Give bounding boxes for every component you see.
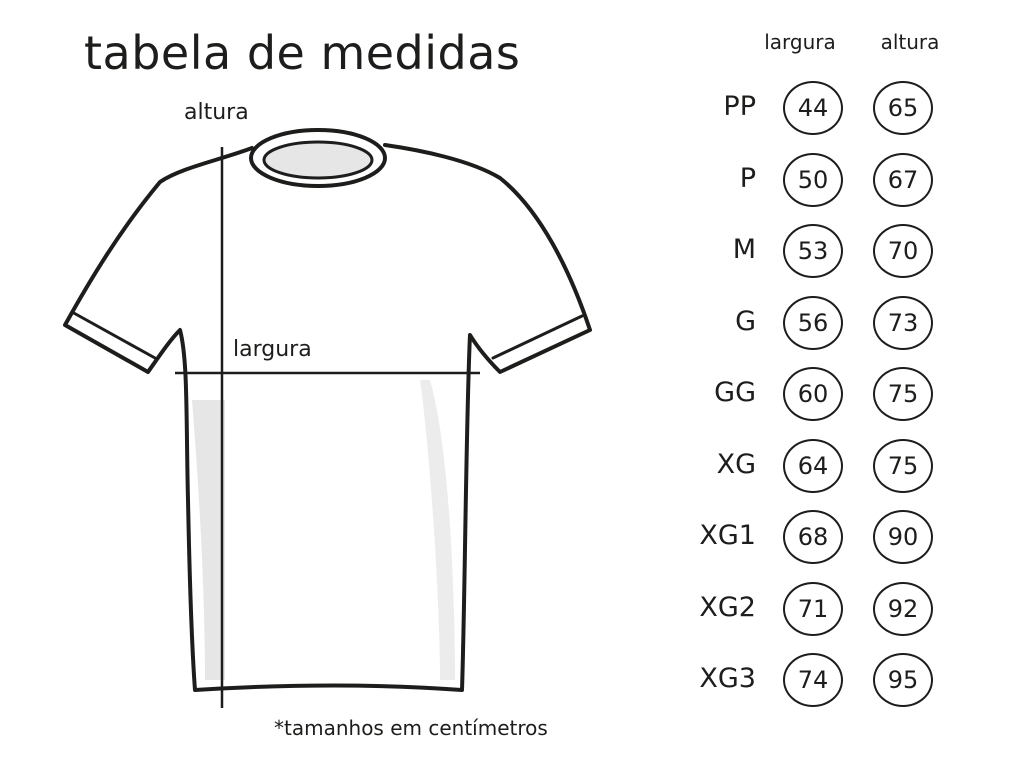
- page-title: tabela de medidas: [84, 26, 521, 80]
- height-value: 92: [873, 581, 933, 636]
- footnote: *tamanhos em centímetros: [274, 716, 548, 740]
- width-value: 74: [783, 653, 843, 707]
- width-value: 68: [783, 510, 843, 564]
- tshirt-illustration: [63, 128, 592, 708]
- width-value: 56: [783, 295, 843, 350]
- size-label: M: [732, 234, 756, 265]
- width-value: 44: [783, 81, 843, 135]
- right-sleeve-cuff: [491, 314, 584, 360]
- body-shading: [192, 400, 225, 680]
- size-label: XG3: [699, 663, 756, 694]
- height-value: 75: [873, 367, 933, 421]
- height-value: 90: [873, 510, 933, 564]
- height-label: altura: [184, 100, 249, 125]
- size-label: XG1: [699, 520, 756, 551]
- size-label: XG: [716, 448, 756, 480]
- size-label: P: [739, 162, 756, 194]
- column-header-height: altura: [880, 30, 940, 54]
- body-shading: [420, 380, 455, 680]
- width-value: 53: [783, 224, 843, 278]
- width-value: 64: [783, 438, 843, 493]
- size-label: PP: [723, 91, 756, 122]
- collar-inner: [262, 140, 374, 180]
- height-value: 95: [873, 653, 933, 707]
- width-value: 60: [783, 367, 843, 421]
- height-value: 75: [873, 438, 933, 493]
- column-header-width: largura: [764, 30, 836, 54]
- tshirt-body: [63, 143, 592, 692]
- height-value: 70: [873, 224, 933, 278]
- height-value: 65: [873, 81, 933, 135]
- size-label: GG: [714, 377, 756, 408]
- size-label: XG2: [699, 591, 756, 623]
- height-value: 67: [873, 152, 933, 207]
- height-value: 73: [873, 295, 933, 350]
- width-value: 50: [783, 152, 843, 207]
- width-label: largura: [233, 337, 312, 362]
- left-sleeve-cuff: [70, 310, 157, 360]
- size-label: G: [735, 305, 756, 337]
- width-value: 71: [783, 581, 843, 636]
